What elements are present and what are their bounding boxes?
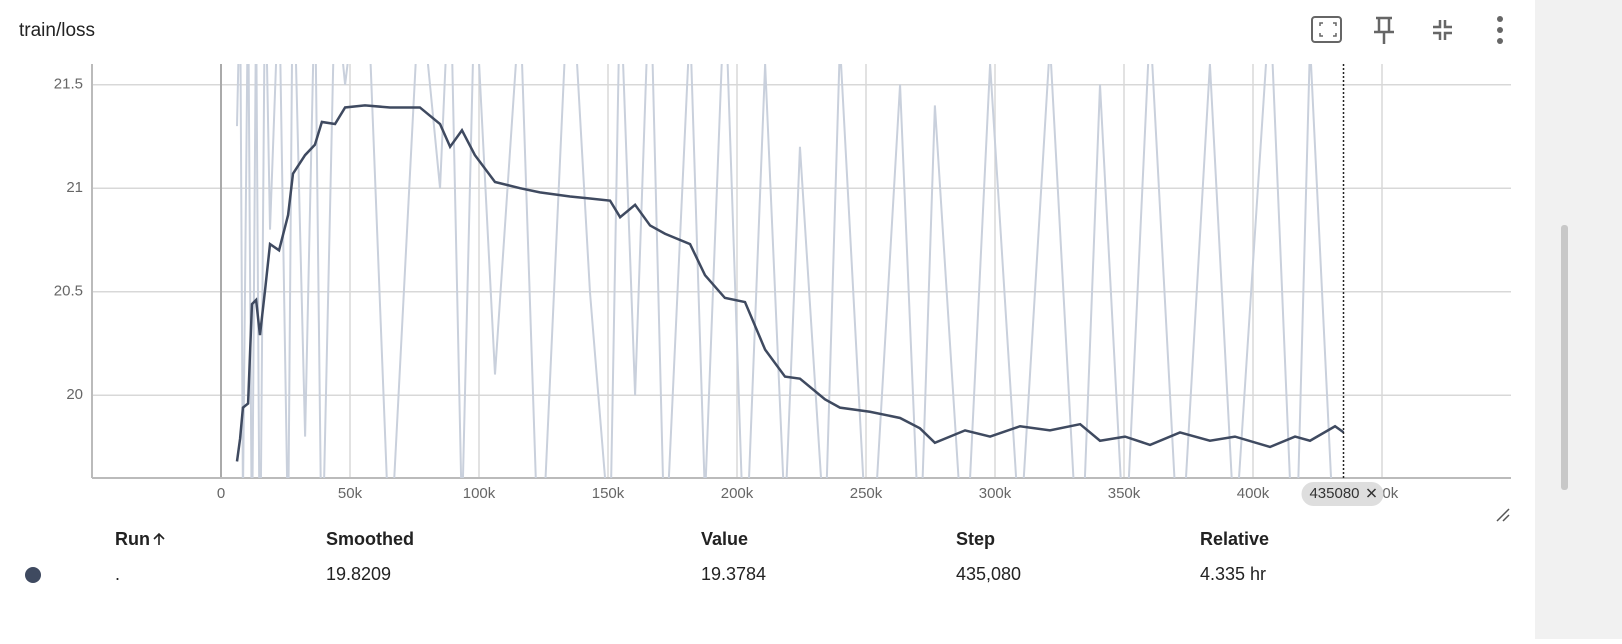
x-tick-label: 250k bbox=[850, 485, 883, 502]
column-header: Smoothed bbox=[326, 529, 414, 549]
collapse-icon[interactable] bbox=[1433, 20, 1452, 40]
hover-step: 435080 bbox=[1309, 485, 1359, 502]
table: Run Smoothed Value Step Relative. 19.8209 19.3… bbox=[25, 529, 1269, 584]
pin-icon[interactable] bbox=[1374, 16, 1394, 44]
x-tick-label: 350k bbox=[1108, 485, 1141, 502]
column-header: Run bbox=[115, 529, 150, 549]
table-cell: 435,080 bbox=[956, 564, 1021, 584]
x-tick-label: 200k bbox=[721, 485, 754, 502]
table-cell: 4.335 hr bbox=[1200, 564, 1266, 584]
fit-icon[interactable] bbox=[1311, 16, 1342, 43]
table-cell: 19.8209 bbox=[326, 564, 391, 584]
series-line bbox=[235, 104, 1345, 462]
column-header: Step bbox=[956, 529, 995, 549]
y-tick-label: 21.5 bbox=[54, 76, 83, 93]
column-header: Value bbox=[701, 529, 748, 549]
x-tick-label: 0 bbox=[217, 485, 225, 502]
column-header: Relative bbox=[1200, 529, 1269, 549]
y-tick-label: 20 bbox=[66, 386, 83, 403]
table-cell: 19.3784 bbox=[701, 564, 766, 584]
x-tick-label: 400k bbox=[1237, 485, 1270, 502]
plot: 20 20.5 21 21.5 0 50k 100k 150k 200k 250k 300k 350k… bbox=[54, 64, 1511, 506]
series-line bbox=[235, 64, 1333, 478]
y-tick-label: 21 bbox=[66, 179, 83, 196]
run-color bbox=[25, 567, 41, 583]
x-tick-label: 150k bbox=[592, 485, 625, 502]
resize-icon[interactable] bbox=[1496, 508, 1510, 522]
scroll-thumb[interactable] bbox=[1561, 225, 1568, 490]
y-tick-label: 20.5 bbox=[54, 283, 83, 300]
hover-badge bbox=[1301, 482, 1384, 506]
scroll-track bbox=[1535, 0, 1622, 639]
menu-icon[interactable] bbox=[1497, 16, 1503, 44]
x-tick-label: 50k bbox=[338, 485, 363, 502]
card-title: train/loss bbox=[19, 20, 95, 41]
sort-arrow bbox=[153, 532, 165, 545]
x-tick-label: 100k bbox=[463, 485, 496, 502]
hover-close bbox=[1366, 488, 1377, 498]
x-tick-label: 300k bbox=[979, 485, 1012, 502]
table-cell: . bbox=[115, 564, 120, 584]
